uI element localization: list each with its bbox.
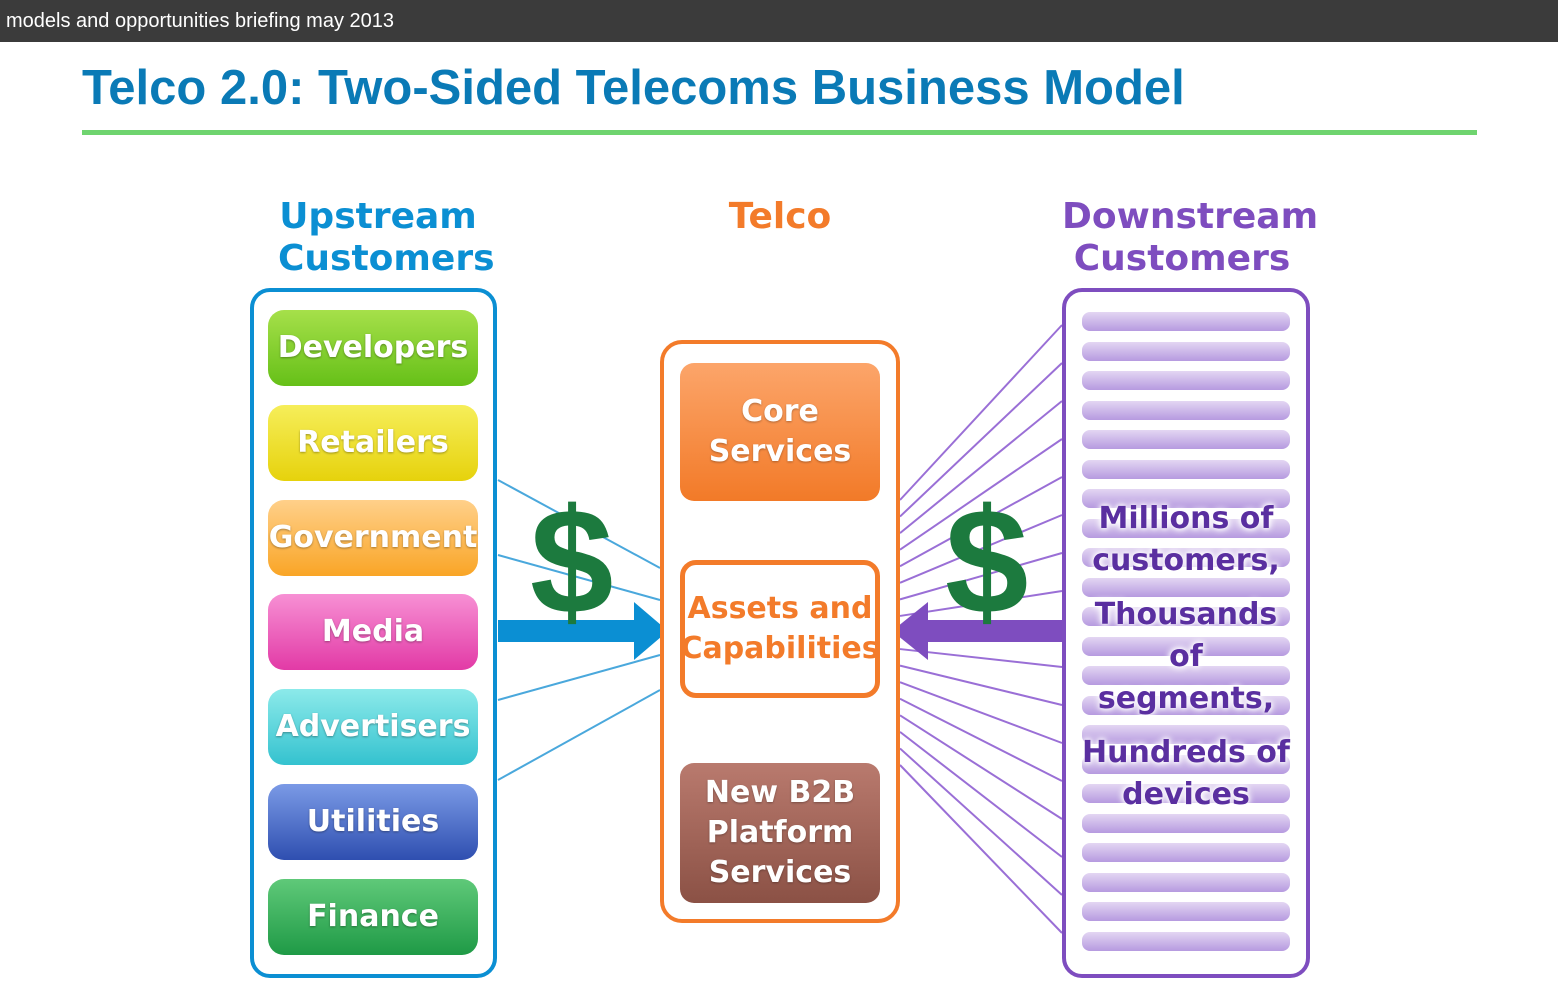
core-services-box: Core Services bbox=[680, 363, 880, 501]
downstream-stripe bbox=[1082, 755, 1290, 774]
downstream-stripe bbox=[1082, 607, 1290, 626]
downstream-connector-line bbox=[899, 731, 1063, 858]
downstream-stripe bbox=[1082, 578, 1290, 597]
upstream-arrow-head bbox=[634, 602, 668, 660]
slide-title: Telco 2.0: Two-Sided Telecoms Business M… bbox=[82, 61, 1185, 115]
downstream-connector-line bbox=[899, 514, 1063, 584]
downstream-connector-line bbox=[899, 697, 1063, 782]
downstream-stripe bbox=[1082, 460, 1290, 479]
upstream-item-developers: Developers bbox=[268, 310, 478, 386]
upstream-item-retailers: Retailers bbox=[268, 405, 478, 481]
downstream-connector-line bbox=[899, 362, 1063, 518]
b2b-platform-box: New B2B Platform Services bbox=[680, 763, 880, 903]
upstream-item-advertisers: Advertisers bbox=[268, 689, 478, 765]
downstream-stripe bbox=[1082, 814, 1290, 833]
upstream-item-finance: Finance bbox=[268, 879, 478, 955]
downstream-connector-line bbox=[899, 764, 1063, 934]
upstream-heading: Upstream Customers bbox=[278, 196, 495, 279]
downstream-stripe bbox=[1082, 489, 1290, 508]
downstream-stripe bbox=[1082, 430, 1290, 449]
downstream-stripe bbox=[1082, 548, 1290, 567]
upstream-connector-line bbox=[497, 654, 661, 701]
upstream-item-utilities: Utilities bbox=[268, 784, 478, 860]
downstream-stripe bbox=[1082, 342, 1290, 361]
downstream-line: Millions of bbox=[1098, 501, 1274, 536]
downstream-stripe bbox=[1082, 312, 1290, 331]
upstream-item-government: Government bbox=[268, 500, 478, 576]
downstream-line: devices bbox=[1122, 777, 1250, 812]
downstream-line: Hundreds of bbox=[1082, 735, 1290, 770]
downstream-description: Millions of customers, Thousands of segm… bbox=[1082, 498, 1290, 816]
downstream-stripe bbox=[1082, 696, 1290, 715]
upstream-connector-line bbox=[497, 554, 661, 601]
downstream-connector-line bbox=[899, 438, 1063, 551]
downstream-stripe bbox=[1082, 519, 1290, 538]
downstream-connector-line bbox=[899, 714, 1063, 820]
downstream-heading: Downstream Customers bbox=[1062, 196, 1319, 279]
downstream-stripe bbox=[1082, 666, 1290, 685]
downstream-stripe bbox=[1082, 371, 1290, 390]
downstream-arrow-shaft bbox=[924, 620, 1064, 642]
upstream-connector-line bbox=[497, 479, 661, 569]
title-underline bbox=[82, 130, 1477, 135]
dollar-sign-left: $ bbox=[530, 477, 614, 645]
downstream-stripe bbox=[1082, 401, 1290, 420]
downstream-stripe bbox=[1082, 902, 1290, 921]
upstream-connector-line bbox=[497, 689, 661, 781]
telco-heading: Telco bbox=[728, 196, 832, 237]
dollar-sign-right: $ bbox=[945, 477, 1029, 645]
downstream-connector-line bbox=[899, 400, 1063, 534]
downstream-stripe bbox=[1082, 637, 1290, 656]
downstream-stripe bbox=[1082, 843, 1290, 862]
downstream-stripe bbox=[1082, 725, 1290, 744]
downstream-stripe bbox=[1082, 873, 1290, 892]
downstream-connector-line bbox=[899, 664, 1063, 706]
downstream-connector-line bbox=[899, 747, 1063, 896]
downstream-connector-line bbox=[899, 681, 1063, 744]
downstream-stripe bbox=[1082, 784, 1290, 803]
downstream-line: Thousands of bbox=[1094, 597, 1278, 674]
assets-capabilities-box: Assets and Capabilities bbox=[680, 560, 880, 698]
downstream-connector-line bbox=[899, 324, 1063, 501]
window-title-bar: models and opportunities briefing may 20… bbox=[0, 0, 1558, 42]
downstream-arrow-head bbox=[892, 602, 928, 660]
upstream-arrow-shaft bbox=[498, 620, 638, 642]
downstream-stripe bbox=[1082, 932, 1290, 951]
window-title: models and opportunities briefing may 20… bbox=[6, 10, 395, 32]
downstream-line: segments, bbox=[1097, 681, 1275, 716]
downstream-line: customers, bbox=[1092, 543, 1280, 578]
upstream-item-media: Media bbox=[268, 594, 478, 670]
downstream-connector-line bbox=[899, 552, 1063, 601]
downstream-connector-line bbox=[899, 476, 1063, 568]
